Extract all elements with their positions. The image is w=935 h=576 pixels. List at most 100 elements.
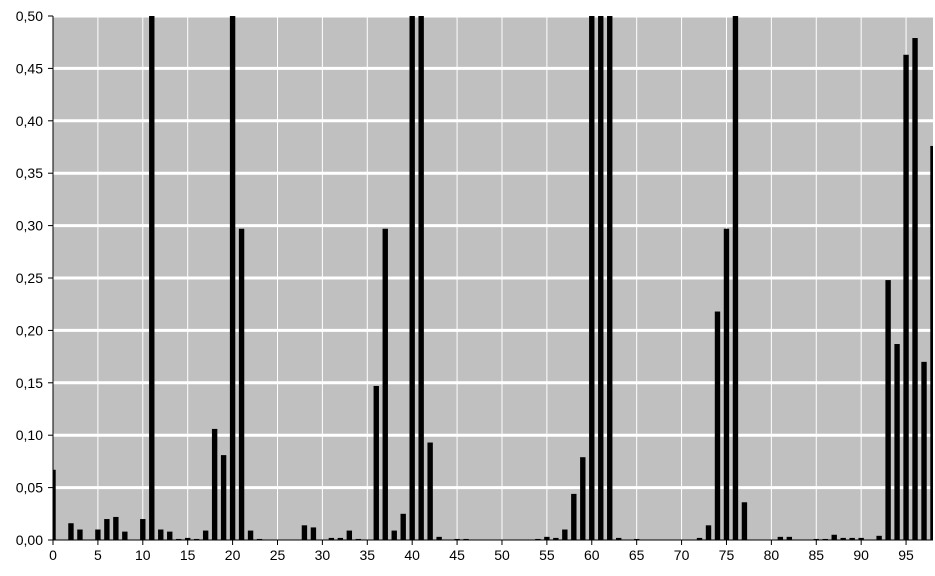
bar [930, 145, 933, 540]
bar [113, 516, 119, 540]
x-tick-label: 70 [674, 547, 690, 563]
x-tick-label: 75 [719, 547, 735, 563]
bar [436, 536, 442, 540]
bar [553, 537, 559, 540]
bar [391, 530, 397, 540]
x-tick-label: 10 [135, 547, 151, 563]
x-tick-label: 50 [494, 547, 510, 563]
bar [400, 513, 406, 540]
bar [696, 537, 703, 540]
x-tick-label: 65 [629, 547, 645, 563]
bar [247, 530, 254, 540]
bar [616, 537, 622, 540]
bar [373, 385, 379, 540]
bar [840, 537, 846, 540]
x-tick-label: 30 [315, 547, 331, 563]
bar [723, 228, 730, 540]
bar [607, 16, 613, 540]
x-tick-label: 90 [853, 547, 869, 563]
x-tick-labels: 0 5 10 15 20 25 30 35 40 45 50 55 60 65 70 75 80 85 90 95 [49, 547, 914, 563]
bar [256, 538, 263, 540]
bar [229, 16, 236, 540]
bar [427, 442, 433, 540]
bar [454, 538, 460, 540]
x-tick-label: 95 [898, 547, 914, 563]
y-tick-label: 0,05 [16, 480, 43, 496]
bar [122, 531, 128, 540]
bar [238, 228, 245, 540]
y-tick-label: 0,15 [16, 375, 43, 391]
x-tick-label: 40 [404, 547, 420, 563]
y-tick-label: 0,10 [16, 427, 43, 443]
bar [418, 16, 424, 540]
bar [193, 538, 200, 540]
bar [741, 502, 748, 540]
bar [535, 538, 541, 540]
bar [544, 536, 550, 540]
bars [53, 16, 933, 541]
bar [580, 457, 586, 540]
bar [382, 228, 388, 540]
bar [705, 525, 712, 540]
bar [104, 519, 110, 540]
bar [409, 16, 415, 540]
bar [777, 536, 784, 540]
y-tick-label: 0,00 [16, 532, 43, 548]
bar [813, 538, 819, 540]
x-tick-label: 25 [270, 547, 286, 563]
bar [858, 537, 864, 540]
bar [167, 531, 173, 540]
y-tick-label: 0,20 [16, 322, 43, 338]
y-tick-label: 0,35 [16, 165, 43, 181]
bar [220, 455, 227, 540]
bar [912, 38, 918, 541]
bar [346, 530, 353, 540]
bar [77, 529, 83, 540]
bar [149, 16, 155, 540]
bar [310, 527, 317, 540]
x-tick-label: 80 [764, 547, 780, 563]
bar [849, 537, 855, 540]
bar [68, 523, 74, 540]
bar [328, 537, 335, 540]
bar [894, 344, 900, 540]
x-tick-label: 45 [449, 547, 465, 563]
x-tick-label: 85 [808, 547, 824, 563]
bar [176, 538, 182, 540]
bar [158, 529, 164, 540]
bar [95, 529, 101, 540]
x-tick-label: 20 [225, 547, 241, 563]
bar [732, 16, 739, 540]
bar [301, 525, 308, 540]
bar [571, 493, 577, 540]
bar [140, 519, 146, 540]
bar [202, 530, 209, 540]
x-tick-label: 5 [94, 547, 102, 563]
y-tick-label: 0,25 [16, 270, 43, 286]
bar [633, 538, 640, 540]
bar [337, 537, 344, 540]
x-tick-label: 15 [180, 547, 196, 563]
x-tick-label: 60 [584, 547, 600, 563]
bar [903, 54, 909, 540]
bar [463, 538, 469, 540]
bar [876, 535, 882, 540]
bar [185, 537, 191, 540]
bar [211, 428, 218, 540]
x-tick-label: 55 [539, 547, 555, 563]
bar [598, 16, 604, 540]
bar [831, 534, 837, 540]
x-tick-label: 0 [49, 547, 57, 563]
bar [562, 529, 568, 540]
bar [355, 538, 361, 540]
y-tick-label: 0,50 [16, 8, 43, 24]
x-tick-label: 35 [359, 547, 375, 563]
y-tick-label: 0,40 [16, 113, 43, 129]
y-tick-label: 0,30 [16, 218, 43, 234]
bar [714, 311, 721, 540]
bar [921, 361, 927, 540]
y-tick-labels: 0,00 0,05 0,10 0,15 0,20 0,25 0,30 0,35 0,40 0,45… [16, 8, 43, 548]
bar [589, 16, 595, 540]
